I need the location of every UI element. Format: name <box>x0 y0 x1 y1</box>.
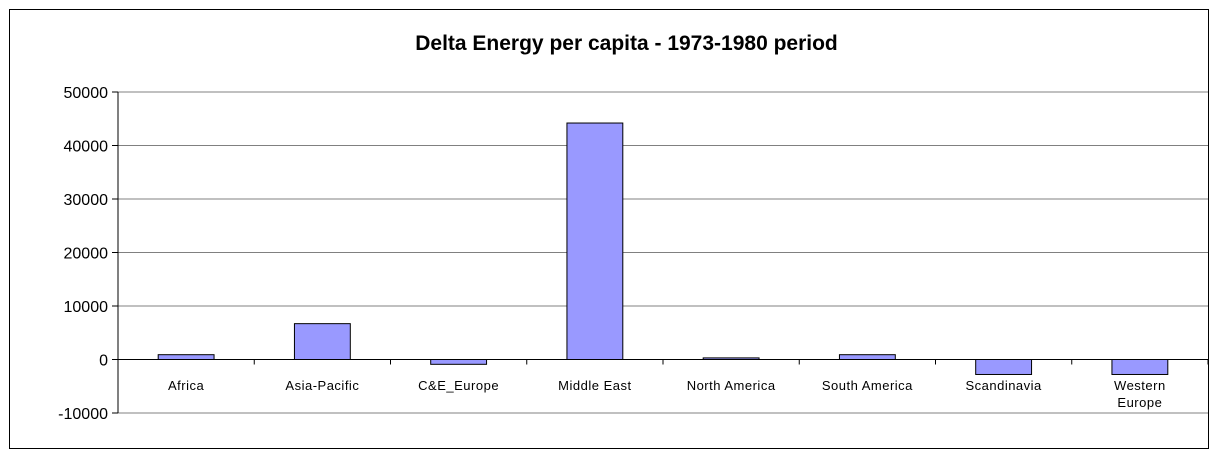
y-tick-label: 10000 <box>64 299 109 316</box>
bar-scandinavia <box>975 359 1033 375</box>
category-label: South America <box>822 378 913 393</box>
category-label: Scandinavia <box>965 378 1042 393</box>
category-label: Asia-Pacific <box>285 378 359 393</box>
category-labels: Africa Asia-Pacific C&E_Europe Middle East N… <box>168 378 1166 410</box>
y-tick-labels: -10000 0 10000 20000 30000 40000 50000 <box>58 85 108 423</box>
y-tick-label: 50000 <box>64 85 109 102</box>
bar-western-europe <box>1111 359 1169 375</box>
chart-title: Delta Energy per capita - 1973-1980 peri… <box>415 32 838 55</box>
category-label: Middle East <box>558 378 631 393</box>
category-label: North America <box>687 378 776 393</box>
bar-south-america <box>838 354 896 360</box>
category-label: Western Europe <box>1114 378 1166 410</box>
bar-africa <box>157 354 215 360</box>
y-tick-label: 40000 <box>64 139 109 156</box>
axes <box>112 91 1209 414</box>
category-label: C&E_Europe <box>418 378 499 393</box>
y-tick-label: 0 <box>99 353 108 370</box>
bars <box>157 122 1169 375</box>
bar-asia-pacific <box>293 323 351 360</box>
category-label: Africa <box>168 378 205 393</box>
bar-c-e-europe <box>430 359 488 365</box>
y-tick-label: 30000 <box>64 192 109 209</box>
bar-middle-east <box>566 122 624 360</box>
y-tick-label: 20000 <box>64 246 109 263</box>
y-tick-label: -10000 <box>58 406 108 423</box>
gridlines <box>118 91 1208 414</box>
